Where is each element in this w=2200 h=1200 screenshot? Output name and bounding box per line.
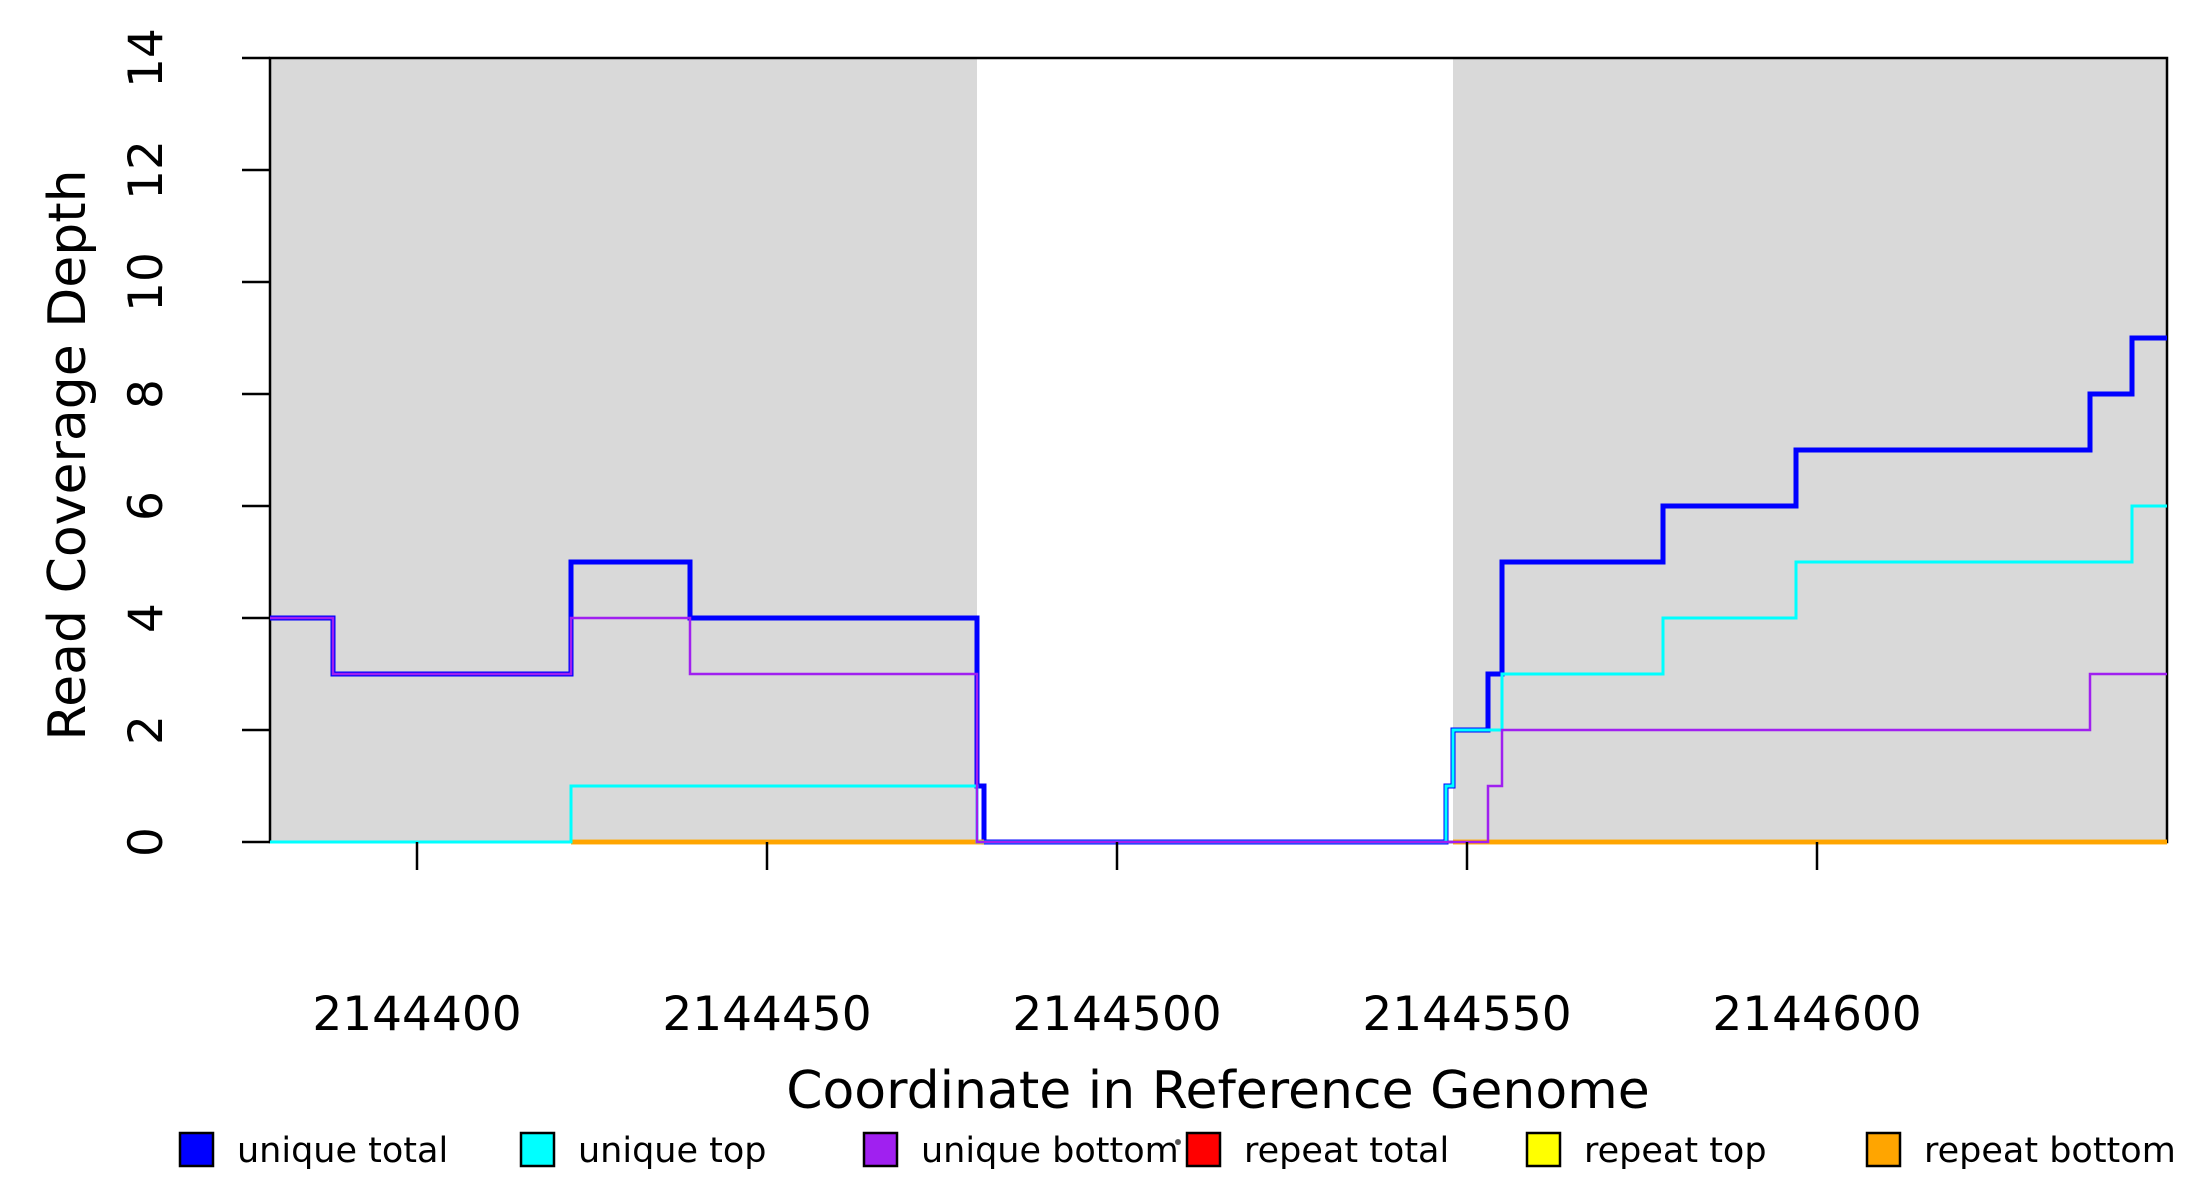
series-line-unique-bottom xyxy=(270,616,2167,844)
legend-swatch-repeat-total xyxy=(1185,1131,1222,1168)
x-axis-label: Coordinate in Reference Genome xyxy=(786,1061,1650,1121)
legend-item-repeat-top: repeat top xyxy=(1525,1131,1767,1171)
y-tick-label: 6 xyxy=(119,491,174,521)
x-tick-label: 2144500 xyxy=(1012,987,1221,1042)
y-tick-label: 4 xyxy=(119,603,174,633)
legend-item-unique-top: unique top xyxy=(519,1131,767,1171)
legend-swatch-unique-bottom xyxy=(862,1131,899,1168)
coverage-step-lines xyxy=(270,335,2167,845)
legend-label: unique bottom xyxy=(921,1131,1179,1171)
y-tick-label: 12 xyxy=(119,140,174,200)
legend-item-repeat-total: repeat total xyxy=(1185,1131,1449,1171)
legend-label: repeat total xyxy=(1244,1131,1449,1171)
x-tick-label: 2144450 xyxy=(662,987,871,1042)
x-axis: 2144400 2144450 2144500 2144550 2144600 xyxy=(312,842,1922,1042)
legend-swatch-repeat-bottom xyxy=(1865,1131,1902,1168)
x-tick-label: 2144600 xyxy=(1712,987,1921,1042)
stray-dot xyxy=(1175,1139,1181,1145)
x-tick-label: 2144550 xyxy=(1362,987,1571,1042)
legend-item-unique-total: unique total xyxy=(178,1131,448,1171)
y-tick-label: 14 xyxy=(119,28,174,88)
legend-item-repeat-bottom: repeat bottom xyxy=(1865,1131,2176,1171)
y-tick-label: 8 xyxy=(119,379,174,409)
legend-label: unique top xyxy=(578,1131,767,1171)
legend-label: repeat top xyxy=(1584,1131,1767,1171)
series-line-unique-top xyxy=(270,504,2167,844)
legend-label: repeat bottom xyxy=(1924,1131,2176,1171)
y-tick-label: 10 xyxy=(119,252,174,312)
legend-swatch-unique-total xyxy=(178,1131,215,1168)
legend-swatch-unique-top xyxy=(519,1131,556,1168)
y-tick-label: 0 xyxy=(119,827,174,857)
y-axis-label: Read Coverage Depth xyxy=(38,169,98,740)
legend-swatch-repeat-top xyxy=(1525,1131,1562,1168)
legend-item-unique-bottom: unique bottom xyxy=(862,1131,1179,1171)
legend: unique total unique top unique bottom repea… xyxy=(178,1131,2176,1171)
repeat-region-shade xyxy=(270,58,977,842)
legend-label: unique total xyxy=(237,1131,448,1171)
y-tick-label: 2 xyxy=(119,715,174,745)
x-tick-label: 2144400 xyxy=(312,987,521,1042)
y-axis: 0 2 4 6 8 10 12 14 xyxy=(119,28,270,857)
